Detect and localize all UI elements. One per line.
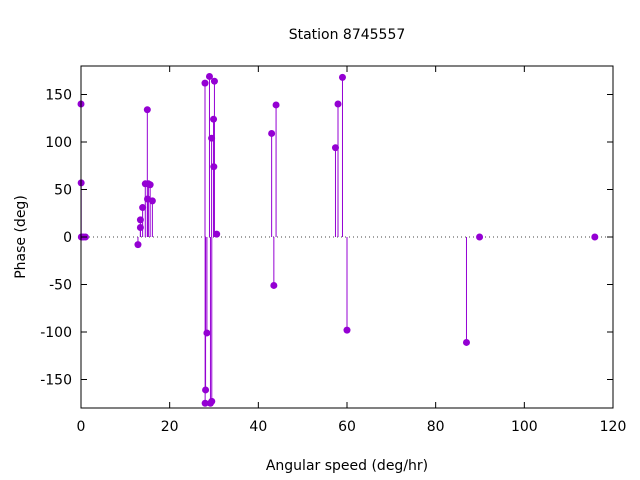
data-point: [343, 326, 351, 334]
impulse-layer: [80, 76, 467, 404]
data-point: [210, 77, 218, 85]
data-point: [462, 338, 470, 346]
y-tick-label: -50: [49, 278, 72, 294]
data-point: [334, 100, 342, 108]
x-tick-label: 100: [511, 419, 538, 435]
data-point: [272, 101, 280, 109]
data-point: [201, 79, 209, 87]
y-tick-label: -100: [40, 325, 72, 341]
x-tick-label: 40: [249, 419, 267, 435]
data-point: [338, 73, 346, 81]
data-point: [143, 106, 151, 114]
data-point: [136, 224, 144, 231]
data-point: [148, 197, 156, 205]
data-point: [591, 233, 599, 241]
data-point: [139, 204, 147, 212]
x-tick-label: 60: [338, 419, 356, 435]
x-tick-label: 0: [77, 419, 86, 435]
data-point: [203, 329, 211, 337]
y-tick-label: 0: [63, 230, 72, 246]
data-point: [213, 230, 221, 238]
y-tick-label: 50: [54, 183, 72, 199]
data-point: [201, 399, 209, 407]
y-tick-label: 150: [45, 88, 72, 104]
x-tick-label: 120: [600, 419, 627, 435]
x-tick-label: 80: [427, 419, 445, 435]
data-point: [476, 233, 484, 241]
y-tick-label: -150: [40, 373, 72, 389]
data-point: [331, 144, 339, 152]
data-point: [268, 129, 276, 137]
data-point: [136, 216, 144, 224]
data-point: [208, 397, 216, 405]
data-point: [202, 386, 210, 394]
data-point: [134, 241, 142, 249]
x-tick-label: 20: [161, 419, 179, 435]
data-point: [146, 181, 154, 189]
x-axis-label: Angular speed (deg/hr): [266, 458, 428, 474]
y-tick-label: 100: [45, 135, 72, 151]
data-point: [205, 72, 213, 80]
y-axis-label: Phase (deg): [13, 195, 29, 279]
chart-title: Station 8745557: [289, 27, 406, 43]
data-point: [208, 134, 216, 142]
data-point: [210, 115, 218, 123]
tick-layer: [80, 66, 614, 408]
data-point: [270, 281, 278, 289]
data-point: [210, 163, 218, 171]
label-layer: 0 20 40 60 80 100 120 -150 -100 -50 0 50 100 150: [40, 88, 626, 436]
